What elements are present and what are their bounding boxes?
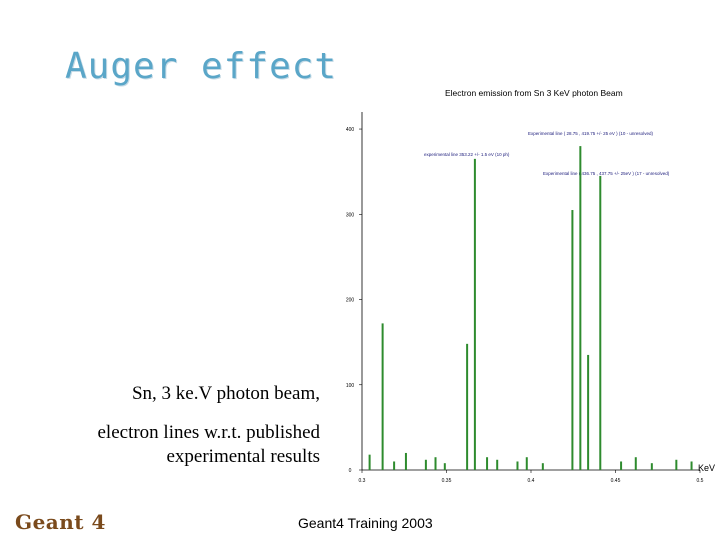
chart-annotation: Experimental line ( 436.75 , 437.75 +/- … — [543, 171, 670, 176]
bar — [587, 354, 590, 470]
bar — [690, 461, 693, 470]
y-tick-label: 0 — [349, 468, 352, 474]
chart-annotation: experimental line 353.22 +/- 1.5 eV (10 … — [424, 152, 510, 157]
x-axis-label: KeV — [698, 463, 715, 473]
bar — [496, 459, 499, 470]
bar — [473, 158, 476, 470]
x-tick-label: 0.4 — [528, 478, 535, 484]
bar — [634, 457, 637, 470]
bar — [620, 461, 623, 470]
bar — [541, 463, 544, 470]
caption-line-2: electron lines w.r.t. published experime… — [97, 422, 321, 467]
bar — [368, 454, 371, 470]
bar — [404, 452, 407, 470]
bar — [466, 343, 469, 470]
bar — [486, 457, 489, 470]
bar — [424, 459, 427, 470]
chart-annotation: Experimental line ( 28.75 , 419.75 +/- 2… — [528, 131, 653, 136]
y-tick-label: 400 — [346, 127, 355, 133]
bar — [571, 210, 574, 470]
bar — [650, 463, 653, 470]
bar — [579, 146, 582, 470]
x-tick-label: 0.35 — [442, 478, 452, 484]
x-tick-label: 0.5 — [697, 478, 704, 484]
bar — [443, 463, 446, 470]
slide-title: Auger effect — [65, 46, 338, 87]
x-tick-label: 0.3 — [359, 478, 366, 484]
bar — [381, 323, 384, 470]
geant4-logo: Geant 4 — [15, 510, 106, 534]
chart-title: Electron emission from Sn 3 KeV photon B… — [445, 88, 623, 98]
y-tick-label: 300 — [346, 212, 355, 218]
bar — [434, 457, 437, 470]
bar — [599, 175, 602, 470]
caption-line-1: Sn, 3 ke.V photon beam, — [131, 383, 320, 404]
bar — [525, 457, 528, 470]
y-tick-label: 200 — [346, 298, 355, 304]
footer-text: Geant4 Training 2003 — [298, 515, 433, 531]
bar — [393, 461, 396, 470]
bar — [516, 461, 519, 470]
bar — [675, 459, 678, 470]
y-tick-label: 100 — [346, 383, 355, 389]
x-tick-label: 0.45 — [611, 478, 621, 484]
